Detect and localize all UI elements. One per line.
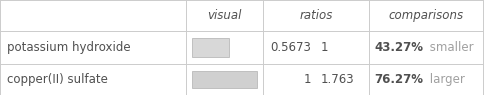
Text: 0.5673: 0.5673 [270, 41, 312, 54]
Text: visual: visual [207, 9, 242, 22]
Text: 1: 1 [321, 41, 329, 54]
Text: 43.27%: 43.27% [375, 41, 423, 54]
Bar [192, 38, 229, 57]
Text: potassium hydroxide: potassium hydroxide [7, 41, 131, 54]
Text: 1.763: 1.763 [321, 73, 355, 86]
Text: 1: 1 [304, 73, 312, 86]
Text: smaller: smaller [426, 41, 473, 54]
Text: ratios: ratios [299, 9, 333, 22]
Bar [192, 71, 257, 88]
Text: 76.27%: 76.27% [375, 73, 423, 86]
Text: copper(II) sulfate: copper(II) sulfate [7, 73, 108, 86]
Text: larger: larger [426, 73, 465, 86]
Text: comparisons: comparisons [388, 9, 464, 22]
